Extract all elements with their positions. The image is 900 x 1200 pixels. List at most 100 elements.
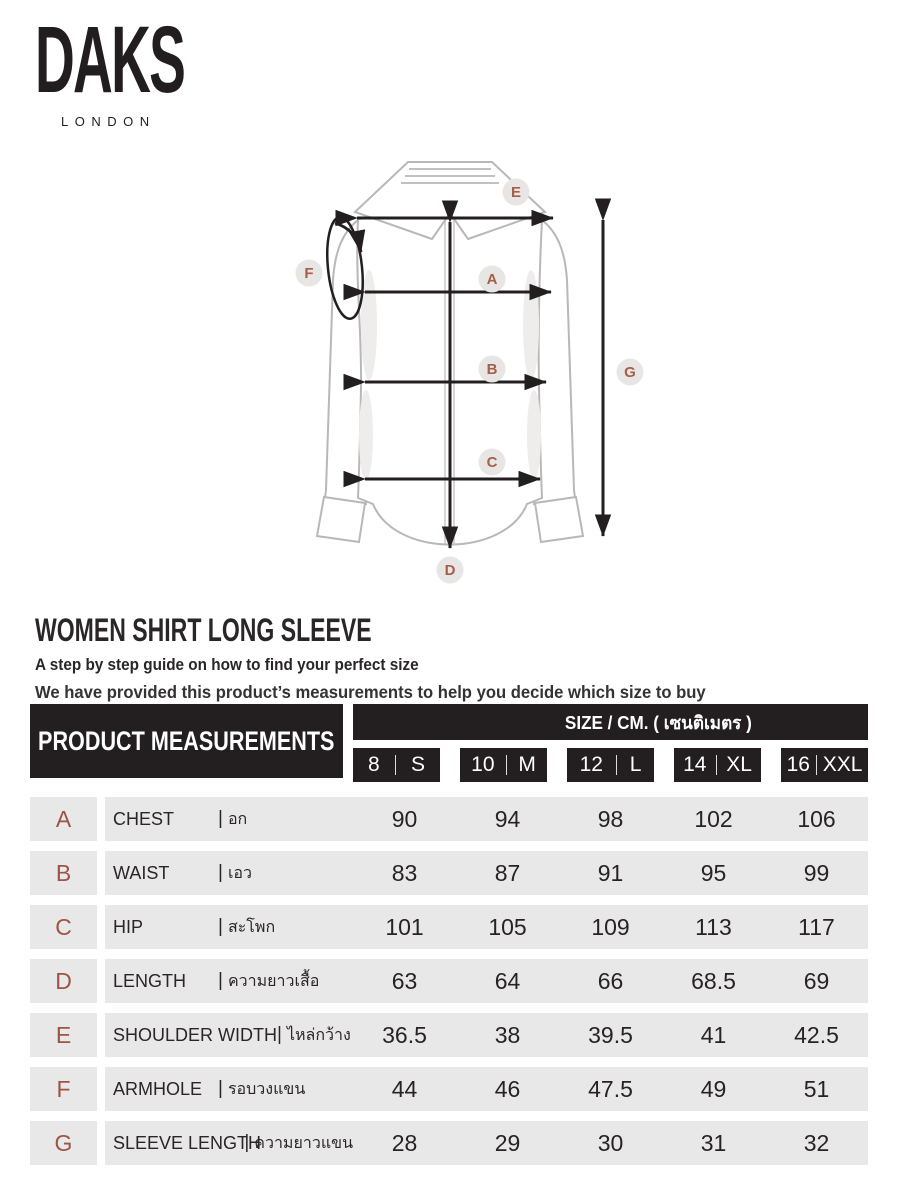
value-cell: 99 [803,859,830,886]
size-divider [505,755,508,775]
value-cell: 36.5 [382,1021,427,1048]
value-cell: 41 [700,1021,727,1048]
label-divider: | [218,862,223,883]
row-letter: G [30,1121,97,1165]
value-cell: 101 [385,913,424,940]
value-cell: 47.5 [588,1075,633,1102]
measurement-name: SLEEVE LENGTH [113,1132,262,1153]
label-divider: | [218,916,223,937]
brand-name: DAKS [35,7,186,113]
measurement-name-thai: รอบวงแขน [227,1080,306,1098]
right-cuff [533,495,585,544]
measurement-name-thai: อก [227,810,248,828]
brand-logo: DAKS LONDON [35,7,292,129]
left-cuff [315,495,367,544]
value-cell: 95 [700,859,727,886]
value-cell: 46 [494,1075,521,1102]
table-row-chest: A CHEST | อก 90 94 98 102 106 [30,797,868,841]
value-cell: 98 [597,805,624,832]
table-row-armhole: F ARMHOLE | รอบวงแขน 44 46 47.5 49 51 [30,1067,868,1111]
armhole-ellipse-F [326,215,364,321]
row-letter: E [30,1013,97,1057]
brand-city: LONDON [61,113,156,129]
table-row-hip: C HIP | สะโพก 101 105 109 113 117 [30,905,868,949]
value-cell: 83 [391,859,418,886]
label-divider: | [244,1132,250,1153]
measurement-name-thai: ความยาวเสื้อ [227,972,320,990]
svg-text:C: C [487,454,498,471]
value-cell: 102 [694,805,733,832]
value-cell: 91 [597,859,624,886]
svg-text:F: F [304,265,313,282]
value-cell: 49 [700,1075,727,1102]
measurement-name: ARMHOLE [113,1078,203,1099]
value-cell: 42.5 [794,1021,839,1048]
row-letter: D [30,959,97,1003]
value-cell: 106 [797,805,836,832]
size-box-m: 10 M [460,748,547,782]
table-row-shoulder-width: E SHOULDER WIDTH | ไหล่กว้าง 36.5 38 39.… [30,1013,868,1057]
marker-E: E [502,178,530,206]
value-cell: 69 [803,967,830,994]
marker-C: C [478,448,506,476]
table-row-waist: B WAIST | เอว 83 87 91 95 99 [30,851,868,895]
label-divider: | [218,970,223,991]
label-divider: | [218,808,223,829]
shirt-measurement-diagram: E F A B C G D [295,161,644,584]
measurement-name: WAIST [113,862,170,883]
value-cell: 68.5 [691,967,736,994]
svg-text:B: B [487,361,498,378]
table-row-sleeve-length: G SLEEVE LENGTH | ความยาวแขน 28 29 30 31… [30,1121,868,1165]
size-box-xxl: 16 XXL [781,748,868,782]
table-rows: A CHEST | อก 90 94 98 102 106 B [30,797,868,1165]
measurement-name-thai: ไหล่กว้าง [286,1026,351,1044]
value-cell: 38 [494,1021,521,1048]
measurement-name-thai: ความยาวแขน [254,1134,353,1152]
table-row-length: D LENGTH | ความยาวเสื้อ 63 64 66 68.5 69 [30,959,868,1003]
page-title: WOMEN SHIRT LONG SLEEVE [35,612,372,648]
subtitle: A step by step guide on how to find your… [35,655,419,674]
value-cell: 39.5 [588,1021,633,1048]
marker-F: F [295,259,323,287]
value-cell: 117 [798,913,835,940]
product-measurements-header: PRODUCT MEASUREMENTS [30,704,343,778]
value-cell: 94 [494,805,521,832]
size-box-xl: 14 XL [674,748,761,782]
intro-section: WOMEN SHIRT LONG SLEEVE A step by step g… [35,612,865,703]
value-cell: 64 [494,967,521,994]
note: We have provided this product’s measurem… [35,682,706,702]
value-cell: 44 [391,1075,418,1102]
value-cell: 31 [700,1129,727,1156]
value-cell: 32 [803,1129,830,1156]
size-divider [615,755,618,775]
svg-text:G: G [624,364,636,381]
marker-D: D [436,556,464,584]
measurement-name: SHOULDER WIDTH [113,1024,278,1045]
size-divider [815,755,818,775]
size-cm-header: SIZE / CM. ( เซนติเมตร ) [353,704,868,740]
value-cell: 87 [494,859,521,886]
diagram-markers: E F A B C G D [295,178,644,584]
value-cell: 51 [803,1075,830,1102]
size-box-l: 12 L [567,748,654,782]
value-cell: 63 [391,967,418,994]
table-header: PRODUCT MEASUREMENTS SIZE / CM. ( เซนติเ… [30,704,868,782]
label-divider: | [277,1024,282,1045]
measurement-name: CHEST [113,808,175,829]
marker-A: A [478,265,506,293]
measurement-name-thai: เอว [227,864,252,882]
value-cell: 28 [391,1129,418,1156]
svg-text:D: D [445,562,456,579]
row-letter: B [30,851,97,895]
measurements-table: PRODUCT MEASUREMENTS SIZE / CM. ( เซนติเ… [30,704,868,1175]
value-cell: 30 [597,1129,624,1156]
measurement-name: HIP [113,916,144,937]
value-cell: 113 [695,913,732,940]
size-divider [394,755,397,775]
row-letter: C [30,905,97,949]
row-letter: F [30,1067,97,1111]
value-cell: 29 [494,1129,521,1156]
